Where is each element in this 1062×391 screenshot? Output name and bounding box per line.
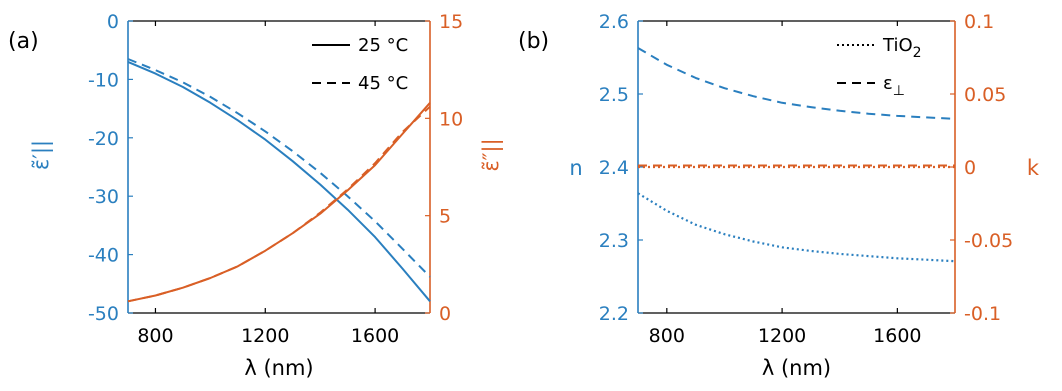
legend-label: TiO2 bbox=[882, 35, 922, 61]
x-tick-label: 800 bbox=[649, 325, 685, 347]
x-tick-label: 1600 bbox=[351, 325, 399, 347]
legend-label: 25 °C bbox=[358, 35, 408, 56]
right-y-tick-label: -0.1 bbox=[964, 303, 1001, 325]
legend-label-subscript: ⊥ bbox=[893, 83, 905, 99]
x-tick-label: 1200 bbox=[241, 325, 289, 347]
left-y-tick-label: -20 bbox=[88, 128, 119, 150]
right-y-tick-label: 0 bbox=[964, 157, 976, 179]
x-tick-label: 1600 bbox=[873, 325, 921, 347]
series-line-right-dashed bbox=[127, 105, 431, 303]
right-y-tick-label: 5 bbox=[439, 206, 451, 228]
series-line-left-dashed bbox=[127, 58, 431, 278]
panel-label: (b) bbox=[518, 29, 549, 54]
left-y-axis-title: ε̃′|| bbox=[29, 140, 54, 170]
left-y-tick-label: 2.3 bbox=[599, 230, 629, 252]
left-y-tick-label: -50 bbox=[88, 303, 119, 325]
right-y-tick-label: 0.05 bbox=[964, 84, 1006, 106]
left-y-tick-label: -30 bbox=[88, 186, 119, 208]
left-y-tick-label: 0 bbox=[107, 11, 119, 33]
series-line-left-dotted bbox=[637, 192, 956, 263]
panel-b: 800 1200 1600 2.6 2.5 2.4 2.3 2.2 0.1 0.05 0 -0.05 -… bbox=[518, 11, 1040, 380]
legend-label: 45 °C bbox=[358, 73, 408, 94]
x-tick-label: 800 bbox=[137, 325, 173, 347]
legend-label-text: 25 °C bbox=[358, 35, 408, 56]
left-y-tick-label: 2.4 bbox=[599, 157, 629, 179]
series-line-left-solid bbox=[127, 60, 431, 302]
right-y-tick-label: 15 bbox=[439, 11, 463, 33]
x-tick-label: 1200 bbox=[758, 325, 806, 347]
left-y-tick-label: -40 bbox=[88, 245, 119, 267]
right-y-axis-title: ε̃″|| bbox=[479, 138, 504, 171]
left-y-axis-title: n bbox=[569, 156, 582, 180]
legend-label-text: TiO bbox=[882, 35, 913, 56]
left-y-tick-label: -10 bbox=[88, 69, 119, 91]
right-y-tick-label: -0.05 bbox=[964, 230, 1013, 252]
legend-label-subscript: 2 bbox=[913, 45, 922, 61]
left-y-tick-label: 2.2 bbox=[599, 303, 629, 325]
x-axis-title: λ (nm) bbox=[762, 356, 831, 380]
series-line-right-solid bbox=[127, 102, 431, 303]
legend-label: ε⊥ bbox=[883, 73, 905, 99]
legend-label-text: 45 °C bbox=[358, 73, 408, 94]
left-y-tick-label: 2.6 bbox=[599, 11, 629, 33]
right-y-tick-label: 0 bbox=[439, 303, 451, 325]
right-y-tick-label: 10 bbox=[439, 108, 463, 130]
legend-label-text: ε bbox=[883, 73, 893, 94]
x-axis-title: λ (nm) bbox=[244, 356, 313, 380]
panel-a: 800 1200 1600 0 -10 -20 -30 -40 -50 15 10 5 0 λ (nm) ε… bbox=[8, 11, 504, 380]
series-line-left-dashed bbox=[637, 47, 956, 120]
right-y-tick-label: 0.1 bbox=[964, 11, 994, 33]
right-y-axis-title: k bbox=[1027, 156, 1040, 180]
panel-label: (a) bbox=[8, 29, 39, 54]
left-y-tick-label: 2.5 bbox=[599, 84, 629, 106]
